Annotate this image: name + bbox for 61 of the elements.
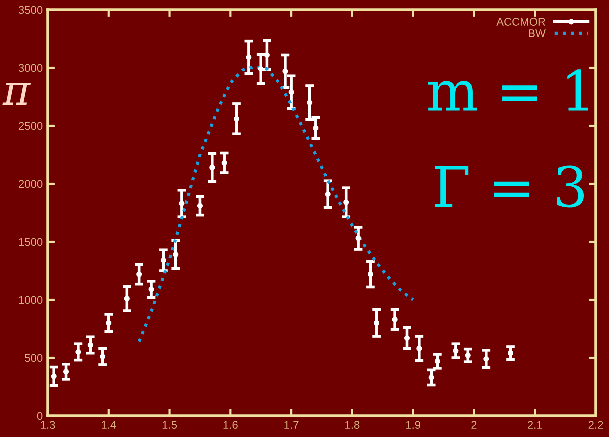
point bbox=[428, 374, 434, 380]
annotation: Γ = 3 bbox=[435, 166, 584, 208]
legend-label: BW bbox=[529, 30, 546, 38]
y-tick-label: 1000 bbox=[19, 296, 43, 304]
x-tick-label: 2 bbox=[472, 421, 477, 429]
x-tick-label: 2.1 bbox=[528, 421, 542, 429]
point bbox=[148, 286, 154, 292]
point bbox=[307, 100, 313, 106]
y-tick-label: 2000 bbox=[18, 180, 43, 188]
y-tick-label: 3500 bbox=[18, 6, 43, 14]
x-tick-label: 1.7 bbox=[284, 421, 299, 429]
point bbox=[246, 54, 252, 60]
x-tick-label: 2.2 bbox=[588, 421, 604, 429]
point bbox=[484, 356, 490, 362]
point bbox=[288, 90, 294, 96]
legend-label: ACCMOR bbox=[496, 18, 546, 26]
point bbox=[434, 358, 440, 364]
point bbox=[416, 346, 422, 352]
y-tick-label: 2500 bbox=[18, 122, 43, 130]
point bbox=[264, 52, 270, 58]
point bbox=[356, 236, 362, 242]
point bbox=[106, 320, 112, 326]
point bbox=[313, 126, 319, 132]
x-tick-label: 1.8 bbox=[346, 421, 360, 430]
y-tick-label: 500 bbox=[25, 354, 43, 362]
point bbox=[392, 316, 398, 322]
point bbox=[325, 192, 331, 198]
annotation: m = 1 bbox=[428, 70, 588, 111]
point bbox=[508, 350, 514, 356]
point bbox=[282, 68, 288, 74]
point bbox=[100, 354, 106, 360]
point bbox=[453, 348, 459, 354]
point bbox=[160, 258, 166, 264]
x-tick-label: 1.3 bbox=[41, 421, 56, 430]
y-tick-label: 3000 bbox=[18, 64, 43, 72]
point bbox=[76, 349, 82, 355]
text: π bbox=[2, 83, 32, 105]
point bbox=[234, 116, 240, 122]
x-tick-label: 1.9 bbox=[406, 421, 421, 430]
y-tick-label: 0 bbox=[37, 412, 43, 420]
x-tick-label: 1.5 bbox=[162, 421, 178, 430]
point bbox=[63, 369, 70, 375]
point bbox=[51, 374, 57, 380]
point bbox=[404, 336, 410, 342]
point bbox=[368, 272, 374, 278]
y-tick-label: 1500 bbox=[19, 238, 43, 246]
point bbox=[374, 320, 380, 326]
point bbox=[258, 66, 264, 72]
point bbox=[173, 252, 179, 258]
x-tick-label: 1.4 bbox=[102, 421, 116, 429]
point bbox=[136, 272, 142, 278]
point bbox=[222, 160, 228, 166]
x-tick-label: 1.6 bbox=[224, 421, 238, 430]
point bbox=[210, 164, 216, 171]
point bbox=[465, 352, 471, 358]
point bbox=[88, 342, 94, 348]
point bbox=[124, 296, 130, 302]
point bbox=[179, 200, 185, 206]
point bbox=[344, 200, 350, 206]
point bbox=[197, 203, 203, 209]
line-series bbox=[138, 65, 415, 344]
